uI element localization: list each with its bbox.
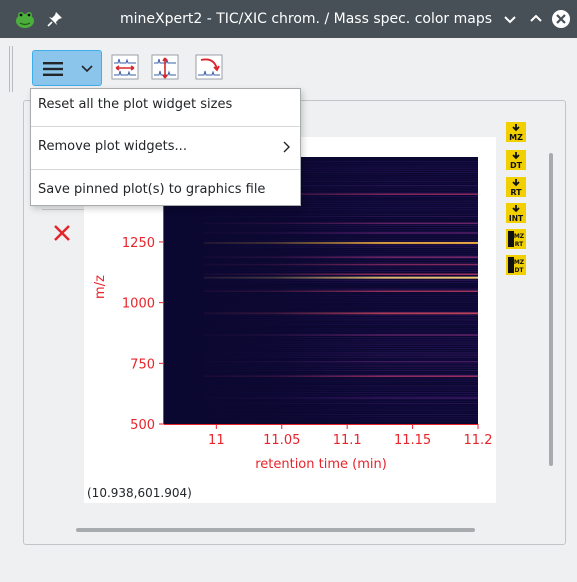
svg-text:INT: INT: [509, 214, 524, 223]
close-window-icon[interactable]: [551, 9, 571, 29]
svg-text:MZ: MZ: [514, 259, 525, 266]
plot-separator-line: [42, 209, 87, 210]
menu-separator: [31, 169, 300, 170]
y-tick-label: 1250: [122, 236, 155, 251]
vertical-resize-plots-icon[interactable]: [150, 53, 180, 81]
y-tick-label: 750: [130, 357, 155, 372]
menu-item-remove-plot-widgets[interactable]: Remove plot widgets...: [31, 132, 300, 162]
x-tick-label: 11.1: [333, 433, 362, 448]
app-logo-icon: [16, 12, 34, 28]
svg-text:DT: DT: [510, 161, 523, 170]
svg-text:MZ: MZ: [514, 233, 525, 240]
int-icon[interactable]: INT: [506, 203, 526, 223]
rt-icon[interactable]: RT: [506, 177, 526, 197]
hamburger-menu-icon: [43, 62, 63, 76]
menu-item-reset-plot-sizes[interactable]: Reset all the plot widget sizes: [38, 97, 233, 112]
menu-item-label: Remove plot widgets...: [38, 139, 187, 154]
menu-separator: [31, 126, 300, 127]
vertical-scrollbar[interactable]: [549, 153, 553, 466]
main-menu-button[interactable]: [32, 50, 102, 86]
window-titlebar[interactable]: mineXpert2 - TIC/XIC chrom. / Mass spec.…: [0, 0, 577, 38]
toolbar-grip-handle[interactable]: [9, 46, 13, 92]
main-dropdown-menu: Reset all the plot widget sizes Remove p…: [30, 88, 301, 206]
x-tick-label: 11.05: [263, 433, 300, 448]
minimize-chevron-icon[interactable]: [500, 9, 520, 29]
y-tick-label: 500: [130, 418, 155, 433]
y-axis-ticks: 500750100012501500: [122, 175, 164, 433]
mz-rt-icon[interactable]: MZ RT: [506, 229, 526, 249]
svg-text:DT: DT: [514, 267, 524, 274]
x-axis-ticks: 11 11.05 11.1 11.15 11.2: [208, 424, 492, 448]
x-axis-label: retention time (min): [255, 457, 387, 472]
coordinate-readout: (10.938,601.904): [87, 486, 192, 500]
horizontal-scrollbar[interactable]: [76, 528, 475, 532]
y-tick-label: 1000: [122, 297, 155, 312]
x-tick-label: 11: [208, 433, 225, 448]
x-tick-label: 11.15: [394, 433, 431, 448]
y-axis-label: m/z: [93, 275, 108, 299]
svg-text:RT: RT: [515, 241, 524, 248]
chevron-right-icon: [283, 141, 290, 153]
mz-dt-icon[interactable]: MZ DT: [506, 255, 526, 275]
reset-plot-zoom-icon[interactable]: [194, 53, 224, 81]
pin-icon[interactable]: [46, 10, 64, 28]
close-plot-icon[interactable]: [52, 223, 72, 243]
window-title: mineXpert2 - TIC/XIC chrom. / Mass spec.…: [120, 11, 493, 27]
horizontal-resize-plots-icon[interactable]: [110, 53, 140, 81]
x-tick-label: 11.2: [464, 433, 493, 448]
svg-text:RT: RT: [510, 188, 522, 197]
mz-icon[interactable]: MZ: [506, 122, 526, 142]
dt-icon[interactable]: DT: [506, 150, 526, 170]
chevron-down-icon: [81, 65, 93, 73]
svg-text:MZ: MZ: [509, 133, 523, 142]
menu-item-save-pinned-plots[interactable]: Save pinned plot(s) to graphics file: [38, 182, 266, 197]
maximize-chevron-icon[interactable]: [526, 9, 546, 29]
